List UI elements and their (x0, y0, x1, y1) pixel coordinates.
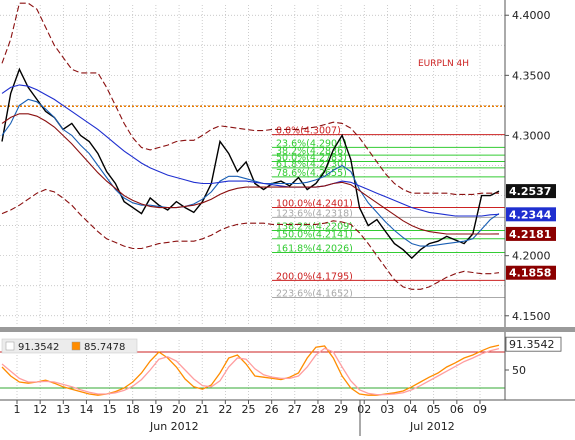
time-tick-label: 22 (218, 403, 232, 416)
osc-tick-label: 50 (512, 364, 526, 377)
osc-value-tag-label: 91.3542 (509, 338, 555, 351)
instrument-label: EURPLN 4H (418, 59, 469, 69)
series-price (1, 67, 500, 260)
price-tag (506, 265, 556, 280)
series-layer (1, 2, 500, 290)
osc-legend-label: 91.3542 (18, 342, 59, 353)
price-tag (506, 207, 556, 222)
series-ma-fast (1, 98, 500, 247)
grid-layer (0, 5, 505, 400)
price-tick-label: 4.4000 (512, 9, 551, 22)
osc-series-d (1, 347, 500, 396)
fib-level-label: 161.8%(4.2026) (276, 244, 353, 255)
fib-level-label: 100.0%(4.2401) (276, 198, 353, 209)
time-tick-label: 03 (380, 403, 394, 416)
fib-level-label: 23.6%(4.2901) (276, 138, 347, 149)
time-tick-label: 26 (265, 403, 279, 416)
time-tick-label: 09 (473, 403, 487, 416)
fib-level-label: 50.0%(4.2783) (276, 153, 347, 164)
price-tag-label: 4.2537 (509, 185, 551, 198)
price-tick-label: 4.3000 (512, 129, 551, 142)
series-ma-slow (1, 84, 500, 217)
osc-legend-swatch (71, 341, 81, 351)
time-tick-label: 06 (450, 403, 464, 416)
time-tick-label: 25 (242, 403, 256, 416)
fib-level-label: 61.8%(4.2730) (276, 159, 347, 170)
price-tag-label: 4.2344 (509, 208, 552, 221)
series-band-upper (1, 2, 499, 195)
fib-level-label: 123.6%(4.2318) (276, 208, 353, 219)
time-tick-label: 28 (311, 403, 325, 416)
time-tick-label: 15 (103, 403, 117, 416)
fib-level-label: 223.6%(4.1652) (276, 289, 353, 300)
oscillator-panel: 91.3542 85.7478 (0, 338, 505, 396)
time-tick-label: 29 (334, 403, 348, 416)
fib-level-label: 138.2%(4.2209) (276, 222, 353, 233)
month-label: Jul 2012 (409, 420, 455, 433)
osc-legend-box (1, 338, 138, 354)
osc-legend-swatch (5, 341, 15, 351)
osc-series-k (1, 344, 500, 396)
series-band-lower (1, 188, 500, 290)
time-tick-label: 05 (427, 403, 441, 416)
time-tick-label: 12 (33, 403, 47, 416)
time-tick-label: 14 (79, 403, 93, 416)
price-tag-label: 4.1858 (509, 267, 551, 280)
osc-legend-label: 85.7478 (84, 342, 125, 353)
osc-value-tag (505, 336, 562, 352)
time-tick-label: 20 (172, 403, 186, 416)
price-tag-label: 4.2181 (509, 228, 551, 241)
fib-level-label: 0.0%(4.3007) (276, 126, 341, 137)
time-tick-label: 13 (56, 403, 70, 416)
price-tick-label: 4.1500 (512, 310, 551, 323)
price-tag (506, 184, 556, 199)
time-tick-label: 02 (357, 403, 371, 416)
price-tick-label: 4.3500 (512, 69, 551, 82)
price-tick-label: 4.2000 (512, 250, 551, 263)
time-tick-label: 19 (149, 403, 163, 416)
fib-level-label: 38.2%(4.2836) (276, 146, 347, 157)
fib-level-label: 78.6%(4.2655) (276, 168, 347, 179)
month-label: Jun 2012 (149, 420, 199, 433)
time-tick-label: 18 (126, 403, 140, 416)
time-tick-label: 1 (14, 403, 21, 416)
panel-separator (0, 327, 575, 332)
level-layer: 0.0%(4.3007)23.6%(4.2901)38.2%(4.2836)50… (0, 105, 505, 300)
fib-level-label: 150.0%(4.2141) (276, 230, 353, 241)
time-tick-label: 04 (404, 403, 418, 416)
price-tag (506, 226, 556, 241)
fib-level-label: 200.0%(4.1795) (276, 271, 353, 282)
time-tick-label: 27 (288, 403, 302, 416)
series-ma-mid (1, 113, 500, 235)
time-tick-label: 21 (195, 403, 209, 416)
